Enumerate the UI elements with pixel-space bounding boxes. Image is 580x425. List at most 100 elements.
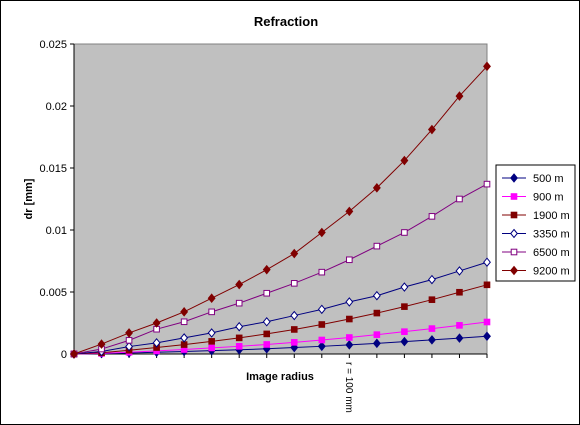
data-point [180,318,188,326]
data-point [317,341,326,352]
data-point [373,331,381,338]
data-point [372,338,381,349]
data-point [483,281,491,289]
data-point [427,335,436,345]
data-point [235,334,243,342]
series-line [73,183,488,355]
data-point [208,338,215,345]
data-point [207,328,216,338]
data-point [125,337,133,344]
data-point [400,155,409,166]
data-point [317,227,326,238]
series-line [73,65,488,355]
legend-marker [510,265,518,276]
data-point [401,229,408,236]
data-point [235,299,243,307]
y-tick-label: 0.01 [46,225,67,237]
y-axis: 0 0.005 0.01 0.015 0.02 0.025 [39,39,75,361]
legend-box [495,164,576,282]
data-point [208,308,215,316]
data-point [427,124,436,135]
series-line [73,261,488,355]
x-axis-title: Image radius [246,371,314,383]
data-point [290,310,299,321]
data-point [318,268,326,276]
data-point [428,213,436,220]
data-point [400,282,409,292]
data-point [290,248,299,259]
legend-marker [510,248,518,256]
data-point [483,257,491,268]
data-point [346,315,353,323]
data-point [456,322,463,329]
data-point [345,206,354,217]
legend-marker [510,211,518,219]
y-tick-label: 0.005 [39,287,67,299]
data-point [152,318,161,328]
data-point [207,293,216,303]
data-point [483,180,491,188]
data-point [235,343,243,350]
data-point [345,340,354,350]
data-point [372,183,381,193]
legend-label: 9200 m [533,266,570,278]
series-line [73,284,488,355]
data-point [455,333,464,343]
data-point [235,279,244,290]
data-point [456,195,463,203]
data-point [262,316,271,327]
y-axis-title: dr [mm] [23,178,35,219]
data-point [318,321,326,328]
legend-label: 1900 m [533,210,570,222]
series-group [70,61,491,359]
data-point [346,334,353,341]
data-point [262,264,271,275]
legend-marker [510,173,518,183]
y-tick-label: 0.015 [39,163,67,175]
y-tick-label: 0.02 [46,101,67,113]
data-point [373,242,381,250]
data-point [456,288,463,296]
data-point [400,336,409,347]
data-point [317,304,326,315]
data-point [428,325,436,332]
legend-marker [510,193,518,200]
data-point [180,333,189,343]
data-point [455,266,464,276]
radius-annotation: r = 100 mm [343,362,354,413]
series-line [73,335,488,355]
data-point [290,339,298,346]
y-tick-label: 0 [61,349,67,361]
series-group [70,180,491,358]
data-point [483,331,491,342]
data-point [428,296,436,303]
data-point [345,297,354,307]
legend-label: 500 m [533,173,564,185]
x-axis [73,353,488,358]
data-point [372,290,381,301]
data-point [290,280,298,287]
legend: 500 m 900 m 1900 m 3350 m 6500 m 9200 m [495,164,576,282]
series-line [73,321,488,355]
data-point [318,336,326,344]
data-point [97,339,106,349]
data-point [483,318,491,326]
data-point [373,309,381,317]
data-point [263,341,271,348]
legend-label: 6500 m [533,247,570,259]
data-point [70,349,78,359]
data-point [263,330,271,338]
data-point [180,307,189,317]
data-point [401,328,408,335]
data-point [401,303,408,310]
data-point [427,274,436,285]
data-point [455,91,464,101]
y-tick-label: 0.025 [39,39,67,51]
data-point [152,338,161,348]
plot-area [73,43,488,355]
legend-marker [510,228,518,239]
data-point [125,328,134,338]
data-point [290,326,298,333]
